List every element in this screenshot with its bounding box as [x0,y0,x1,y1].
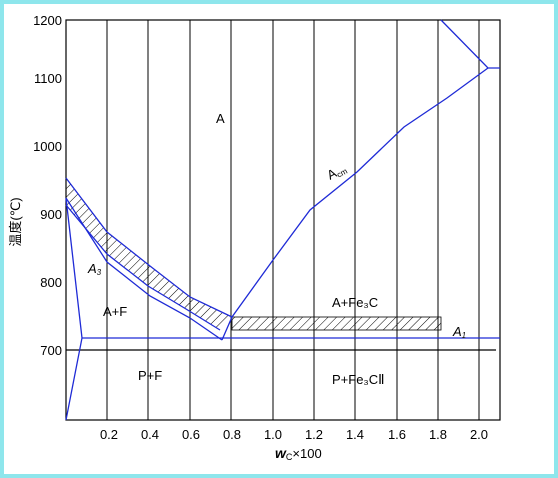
x-tick-label: 0.6 [182,427,200,442]
x-tick-label: 0.8 [223,427,241,442]
a1-line-label: A1 [452,324,466,340]
x-tick-label: 1.6 [388,427,406,442]
y-tick-label: 1000 [33,139,62,154]
x-axis: 0.2 0.4 0.6 0.8 1.0 1.2 1.4 1.6 1.8 2.0 [100,427,488,442]
y-tick-label: 1200 [33,13,62,28]
x-tick-label: 1.8 [429,427,447,442]
phase-lines [65,19,500,421]
region-label-austenite-ferrite: A+F [103,304,127,319]
acm-line [221,67,489,341]
region-label-austenite: A [216,111,225,126]
acm-line-label: Acm [324,160,349,183]
x-axis-label: wC×100 [275,445,322,462]
x-tick-label: 0.2 [100,427,118,442]
ferrite-solvus-line [65,197,83,421]
y-axis: 700 800 900 1000 1100 1200 [33,13,62,358]
y-tick-label: 800 [40,275,62,290]
region-label-pearlite-cementite: P+Fe₃CⅡ [332,372,385,387]
y-tick-label: 700 [40,343,62,358]
a1-hatched-band [231,316,442,331]
x-tick-label: 1.4 [346,427,364,442]
y-tick-label: 900 [40,207,62,222]
x-tick-label: 2.0 [470,427,488,442]
a3-equilibrium-line [65,197,223,341]
region-label-austenite-cementite: A+Fe₃C [332,295,378,310]
acm-upper-segment [440,19,500,69]
region-label-pearlite-ferrite: P+F [138,368,162,383]
a3-lower-line [65,204,221,331]
vertical-grid [106,20,480,420]
x-tick-label: 0.4 [141,427,159,442]
a3-line-label: A3 [87,261,102,277]
y-axis-label: 温度(℃) [8,197,23,246]
a3-upper-line [65,177,233,318]
a3-hatched-band [66,178,232,330]
y-tick-label: 1100 [34,71,62,86]
plot-border [65,19,501,421]
x-tick-label: 1.0 [264,427,282,442]
x-tick-label: 1.2 [305,427,323,442]
